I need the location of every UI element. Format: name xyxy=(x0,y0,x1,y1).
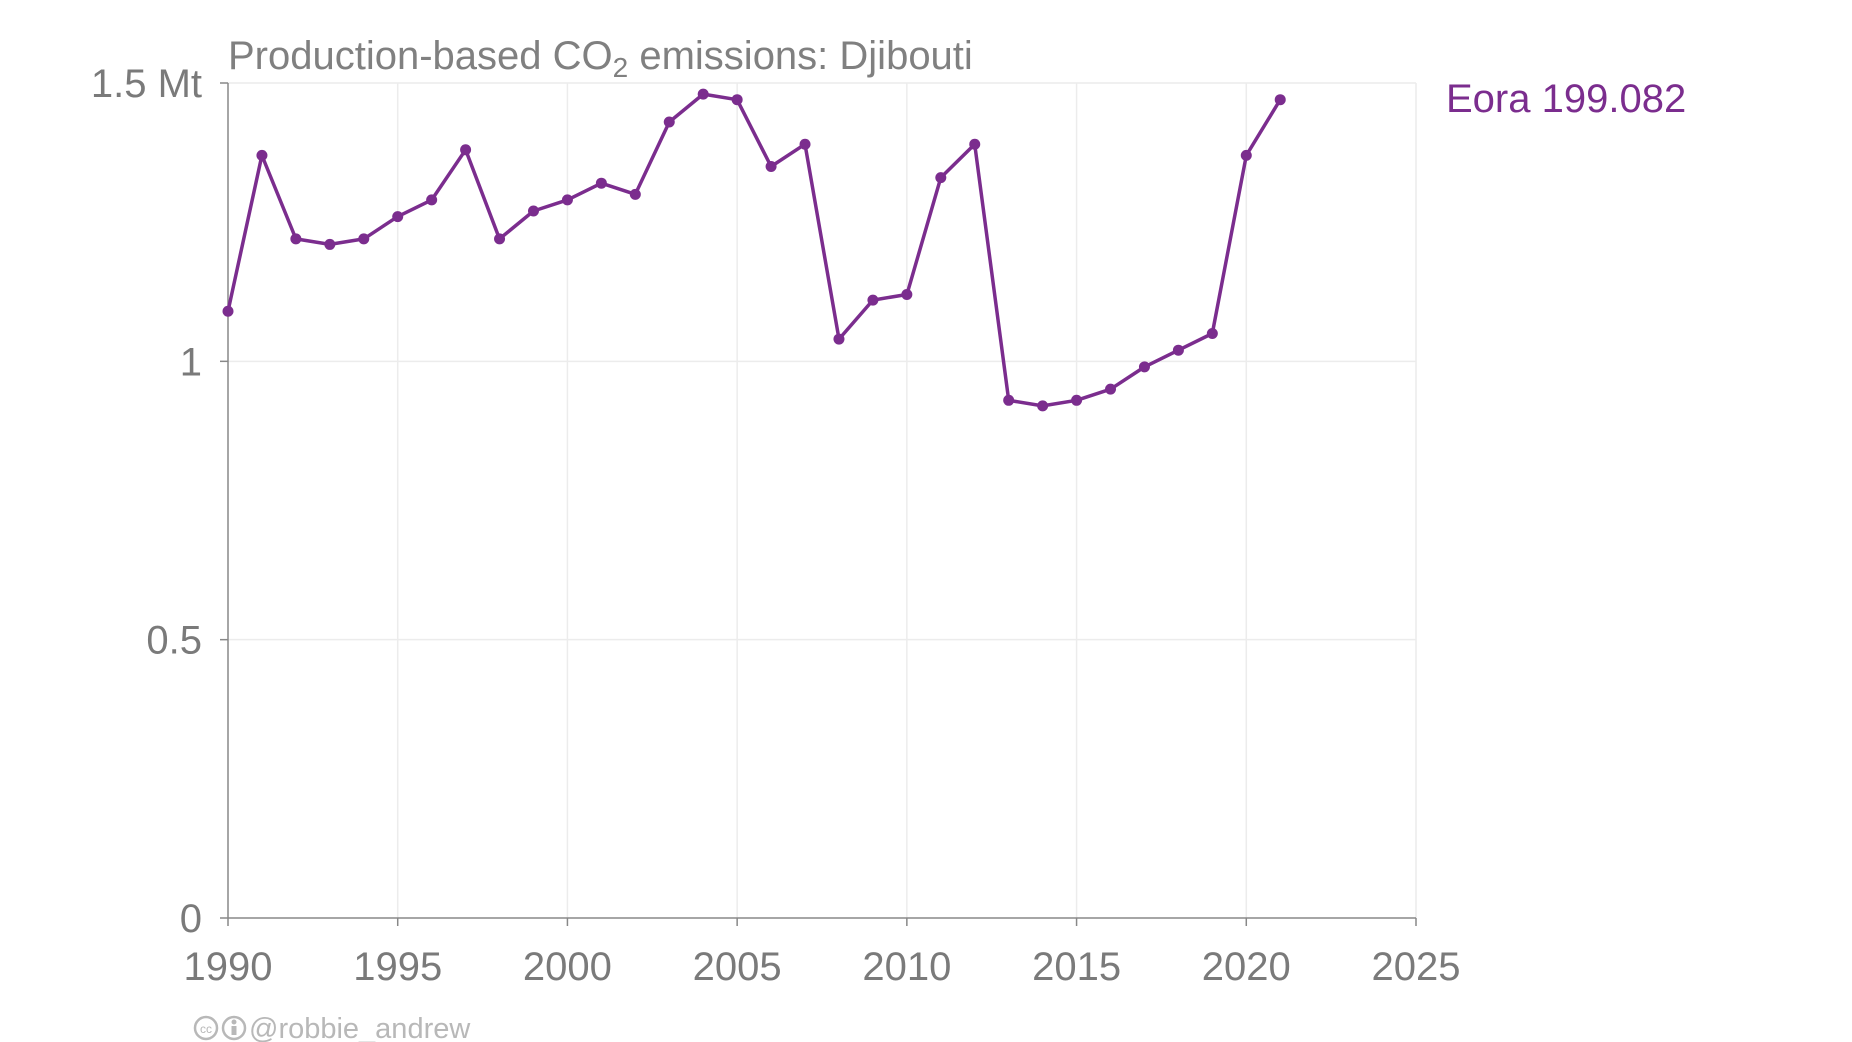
data-point xyxy=(460,144,472,156)
data-point xyxy=(527,205,539,217)
data-point xyxy=(256,149,268,161)
data-point xyxy=(324,238,336,250)
data-point xyxy=(731,94,743,106)
data-point xyxy=(663,116,675,128)
title-subscript: 2 xyxy=(613,52,629,83)
series-layer xyxy=(222,88,1286,412)
grid xyxy=(228,82,1417,918)
data-point xyxy=(697,88,709,100)
data-point xyxy=(358,233,370,245)
data-point xyxy=(222,305,234,317)
data-point xyxy=(1071,394,1083,406)
data-point xyxy=(799,138,811,150)
data-point xyxy=(1206,328,1218,339)
data-point xyxy=(290,233,302,245)
x-tick-label: 2000 xyxy=(523,945,612,989)
x-tick-label: 1995 xyxy=(353,945,442,989)
y-tick-label: 0.5 xyxy=(146,619,202,663)
axes xyxy=(220,82,1417,926)
y-tick-label: 0 xyxy=(180,897,202,941)
x-tick-label: 2010 xyxy=(862,945,951,989)
x-tick-label: 2005 xyxy=(693,945,782,989)
data-point xyxy=(629,188,641,200)
data-point xyxy=(901,289,913,301)
data-point xyxy=(1274,94,1286,106)
data-point xyxy=(392,211,404,223)
data-point xyxy=(1240,149,1252,161)
data-point xyxy=(833,333,845,345)
title-suffix: emissions: Djibouti xyxy=(628,34,973,78)
y-tick-labels: 0 0.5 1 1.5 Mt xyxy=(91,62,202,941)
x-tick-label: 1990 xyxy=(184,945,273,989)
chart-title: Production-based CO2 emissions: Djibouti xyxy=(228,34,973,83)
data-point xyxy=(969,138,981,150)
data-point xyxy=(1138,361,1150,373)
data-point xyxy=(494,233,506,245)
data-point xyxy=(867,294,879,306)
series-line xyxy=(226,92,1282,408)
x-tick-label: 2020 xyxy=(1202,945,1291,989)
data-point xyxy=(561,194,573,206)
data-point xyxy=(1172,344,1184,356)
x-tick-label: 2025 xyxy=(1372,945,1461,989)
data-point xyxy=(1003,394,1015,406)
data-point xyxy=(1037,400,1049,412)
data-point xyxy=(595,177,607,189)
svg-text:cc: cc xyxy=(200,1022,212,1036)
title-prefix: Production-based CO xyxy=(228,34,613,78)
attribution-icon xyxy=(221,1015,247,1041)
y-tick-label: 1 xyxy=(180,340,202,384)
data-point xyxy=(935,172,947,184)
cc-icon: cc xyxy=(193,1015,219,1041)
data-point xyxy=(426,194,438,206)
data-point xyxy=(1105,383,1117,395)
legend-entry: Eora 199.082 xyxy=(1446,77,1686,121)
credit: cc @robbie_andrew xyxy=(193,1013,471,1042)
credit-handle: @robbie_andrew xyxy=(249,1013,471,1042)
y-tick-label: 1.5 Mt xyxy=(91,62,202,106)
x-tick-labels: 1990 1995 2000 2005 2010 2015 2020 2025 xyxy=(184,945,1461,989)
x-tick-label: 2015 xyxy=(1032,945,1121,989)
data-point xyxy=(765,161,777,172)
